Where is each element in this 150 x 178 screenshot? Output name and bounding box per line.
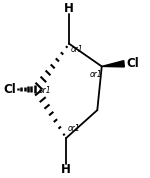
- Polygon shape: [102, 61, 124, 67]
- Text: H: H: [64, 2, 74, 15]
- Text: Cl: Cl: [4, 83, 16, 96]
- Text: or1: or1: [90, 70, 102, 79]
- Text: H: H: [61, 163, 71, 176]
- Text: or1: or1: [70, 44, 83, 54]
- Text: or1: or1: [68, 124, 80, 133]
- Text: Cl: Cl: [126, 57, 139, 70]
- Text: or1: or1: [39, 85, 51, 95]
